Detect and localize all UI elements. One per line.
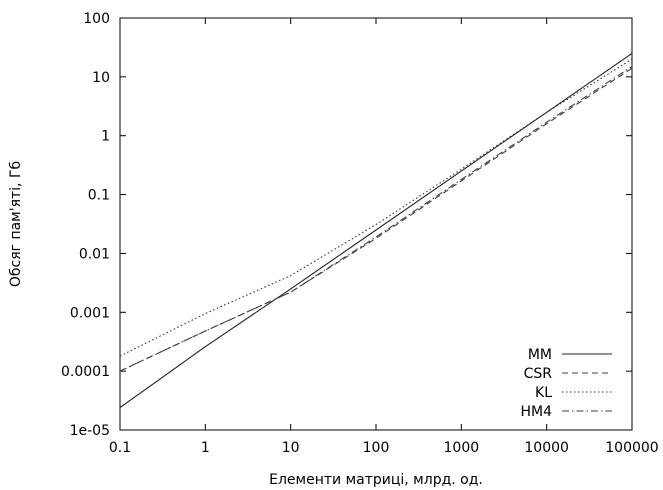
- x-tick-label: 10: [282, 440, 300, 456]
- y-tick-label: 1e-05: [70, 423, 110, 439]
- series-line-csr: [119, 67, 633, 372]
- legend-label-hm4: HM4: [520, 404, 552, 420]
- x-tick-label: 1: [201, 440, 210, 456]
- legend-label-kl: KL: [535, 385, 552, 401]
- y-tick-label: 1: [101, 129, 110, 145]
- series-line-kl: [119, 58, 633, 357]
- legend-label-mm: MM: [528, 347, 552, 363]
- y-tick-label: 10: [92, 70, 110, 86]
- series-line-hm4: [119, 66, 633, 372]
- y-tick-label: 0.001: [70, 305, 110, 321]
- series-lines: [119, 52, 633, 409]
- y-axis-title: Обсяг пам'яті, Гб: [8, 161, 24, 287]
- x-tick-label: 10000: [524, 440, 569, 456]
- x-axis-title: Елементи матриці, млрд. од.: [269, 472, 483, 488]
- legend: MM CSR KL HM4: [520, 347, 612, 420]
- y-axis: 1e-05 0.0001 0.001 0.01 0.1 1 10 100: [61, 11, 632, 439]
- x-axis: 0.1 1 10 100 1000 10000 100000: [109, 18, 659, 456]
- x-tick-label: 100: [363, 440, 390, 456]
- y-tick-label: 0.0001: [61, 364, 110, 380]
- x-tick-label: 0.1: [109, 440, 131, 456]
- x-tick-label: 100000: [605, 440, 658, 456]
- y-tick-label: 0.01: [79, 246, 110, 262]
- legend-label-csr: CSR: [524, 366, 553, 382]
- y-tick-label: 0.1: [88, 188, 110, 204]
- y-tick-label: 100: [83, 11, 110, 27]
- x-tick-label: 1000: [444, 440, 480, 456]
- series-line-mm: [119, 52, 633, 409]
